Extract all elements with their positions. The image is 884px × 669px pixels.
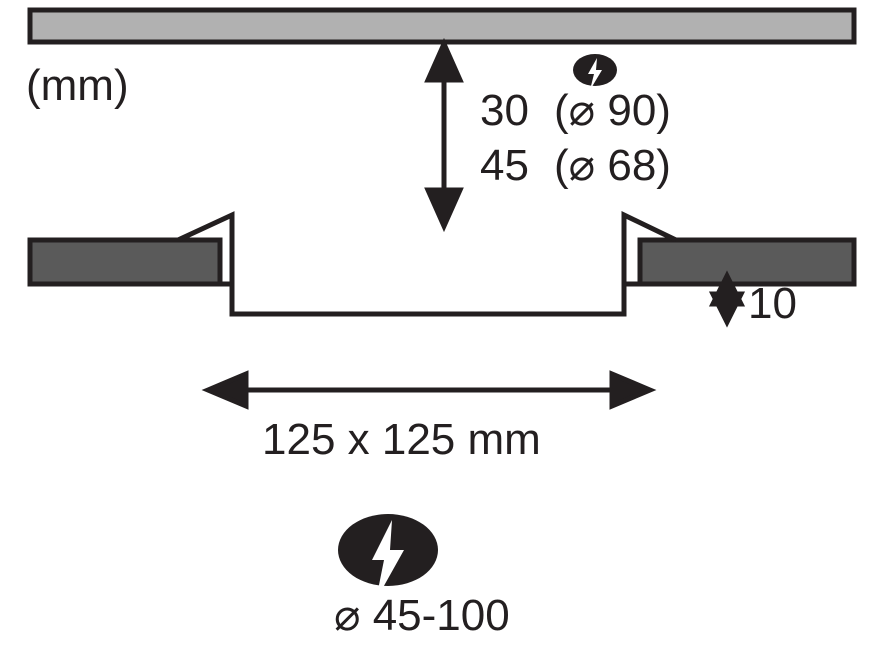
depth-arrow (428, 44, 460, 226)
mount-right (640, 240, 854, 284)
panel-size-text: 125 x 125 mm (262, 415, 541, 464)
unit-label: (mm) (26, 61, 129, 110)
width-arrow (208, 374, 650, 406)
diam-90-text: (⌀ 90) (554, 86, 671, 135)
depth-45-text: 45 (480, 141, 529, 190)
panel-body (170, 284, 688, 314)
depth-30-text: 30 (480, 86, 529, 135)
dimension-diagram: (mm) 30 (⌀ 90) 45 (⌀ 68) 10 (0, 0, 884, 669)
driver-icon-large (338, 514, 438, 600)
cutout-range-text: ⌀ 45-100 (334, 591, 510, 640)
mount-left (30, 240, 220, 284)
diam-68-text: (⌀ 68) (554, 141, 671, 190)
driver-icon-small (573, 54, 617, 90)
ceiling-bar (30, 10, 854, 42)
thickness-10-text: 10 (748, 279, 797, 328)
